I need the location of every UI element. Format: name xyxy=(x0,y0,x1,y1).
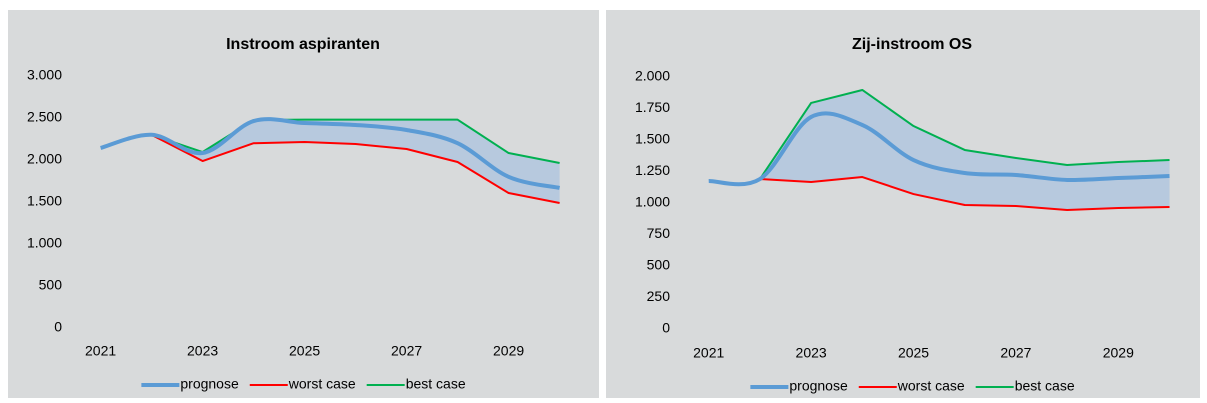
y-tick-label: 500 xyxy=(647,257,671,273)
series-line xyxy=(100,117,561,190)
y-tick-label: 500 xyxy=(39,277,63,293)
x-tick-label: 2029 xyxy=(493,343,524,359)
y-tick-label: 2.500 xyxy=(27,109,62,125)
series-line xyxy=(151,133,560,204)
x-tick-label: 2021 xyxy=(693,345,724,361)
y-tick-label: 250 xyxy=(647,288,671,304)
x-tick-label: 2023 xyxy=(187,343,218,359)
series-line xyxy=(759,176,1170,212)
legend-label: worst case xyxy=(288,376,356,392)
chart-title: Instroom aspiranten xyxy=(226,36,380,53)
y-tick-label: 0 xyxy=(54,319,62,335)
y-tick-label: 2.000 xyxy=(27,151,62,167)
panel xyxy=(8,10,599,398)
y-tick-label: 2.000 xyxy=(635,68,670,84)
x-tick-label: 2027 xyxy=(391,343,422,359)
y-tick-label: 1.500 xyxy=(27,193,62,209)
legend-label: best case xyxy=(406,376,466,392)
x-tick-label: 2025 xyxy=(898,345,929,361)
y-tick-label: 1.000 xyxy=(635,194,670,210)
x-tick-label: 2021 xyxy=(85,343,116,359)
range-band xyxy=(151,119,560,204)
series-line xyxy=(759,88,1170,180)
series-line xyxy=(708,111,1170,187)
legend-label: worst case xyxy=(897,378,965,394)
x-tick-label: 2027 xyxy=(1000,345,1031,361)
series-line xyxy=(151,118,560,165)
x-tick-label: 2023 xyxy=(796,345,827,361)
y-tick-label: 750 xyxy=(647,225,671,241)
y-tick-label: 1.000 xyxy=(27,235,62,251)
y-tick-label: 3.000 xyxy=(27,67,62,83)
legend-label: best case xyxy=(1015,378,1075,394)
x-tick-label: 2025 xyxy=(289,343,320,359)
y-tick-label: 0 xyxy=(662,320,670,336)
x-tick-label: 2029 xyxy=(1103,345,1134,361)
y-tick-label: 1.500 xyxy=(635,131,670,147)
y-tick-label: 1.750 xyxy=(635,99,670,115)
y-tick-label: 1.250 xyxy=(635,162,670,178)
legend-label: prognose xyxy=(180,376,239,392)
chart-title: Zij-instroom OS xyxy=(852,36,972,53)
legend-label: prognose xyxy=(789,378,848,394)
